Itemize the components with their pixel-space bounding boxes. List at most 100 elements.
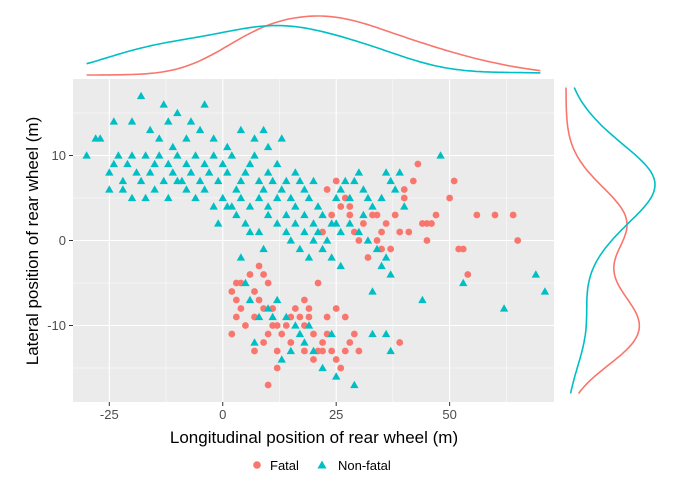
point-nonfatal [300, 185, 309, 193]
point-nonfatal [368, 287, 377, 295]
point-nonfatal [118, 185, 128, 193]
point-fatal [432, 211, 440, 219]
point-fatal [332, 177, 340, 185]
point-nonfatal [164, 159, 173, 168]
point-fatal [491, 211, 499, 219]
point-nonfatal [118, 176, 128, 185]
point-fatal [260, 271, 267, 278]
point-nonfatal [209, 202, 218, 210]
y-tick-label: 10 [52, 148, 66, 163]
point-fatal [337, 203, 345, 210]
point-nonfatal [291, 321, 300, 329]
point-fatal [346, 339, 354, 346]
point-nonfatal [159, 176, 168, 185]
point-nonfatal [105, 185, 114, 193]
point-fatal [382, 220, 390, 227]
point-fatal [323, 186, 331, 193]
point-nonfatal [263, 202, 273, 210]
point-fatal [269, 322, 277, 329]
point-nonfatal [182, 185, 191, 193]
point-nonfatal [259, 244, 268, 253]
point-nonfatal [282, 176, 291, 185]
point-nonfatal [300, 210, 309, 219]
point-nonfatal [377, 261, 386, 270]
point-nonfatal [359, 210, 368, 219]
point-nonfatal [232, 210, 241, 219]
point-fatal [305, 313, 313, 321]
point-fatal [310, 330, 317, 338]
point-fatal [450, 177, 458, 185]
point-nonfatal [345, 193, 355, 202]
point-nonfatal [295, 244, 305, 253]
point-nonfatal [336, 227, 345, 236]
point-nonfatal [173, 176, 182, 185]
y-axis-title: Lateral position of rear wheel (m) [23, 117, 42, 366]
point-fatal [255, 262, 263, 270]
point-nonfatal [173, 108, 182, 117]
point-fatal [346, 211, 354, 219]
point-nonfatal [236, 253, 246, 261]
point-nonfatal [245, 159, 255, 168]
point-nonfatal [359, 185, 368, 193]
point-nonfatal [400, 202, 409, 210]
point-nonfatal [531, 270, 541, 278]
point-fatal [364, 254, 372, 261]
point-nonfatal [223, 168, 232, 176]
point-nonfatal [250, 338, 259, 346]
point-nonfatal [263, 142, 273, 151]
point-nonfatal [286, 193, 296, 202]
point-nonfatal [268, 312, 277, 321]
point-nonfatal [272, 219, 282, 227]
point-nonfatal [309, 236, 318, 244]
point-nonfatal [200, 159, 209, 168]
point-nonfatal [82, 151, 91, 159]
point-nonfatal [499, 304, 509, 312]
point-nonfatal [386, 346, 395, 355]
point-fatal [305, 305, 313, 312]
point-fatal [332, 305, 340, 312]
point-nonfatal [286, 236, 296, 244]
point-fatal [301, 347, 308, 355]
point-nonfatal [114, 151, 123, 159]
point-nonfatal [254, 193, 264, 202]
point-fatal [355, 347, 363, 355]
y-tick-label: 0 [59, 233, 66, 248]
point-nonfatal [291, 168, 300, 176]
point-nonfatal [191, 151, 200, 159]
point-nonfatal [350, 176, 359, 185]
point-fatal [328, 211, 336, 219]
point-fatal [473, 211, 481, 219]
point-nonfatal [331, 372, 341, 380]
point-fatal [255, 296, 263, 304]
point-nonfatal [105, 168, 114, 176]
point-nonfatal [295, 329, 305, 338]
point-nonfatal [96, 134, 105, 142]
point-nonfatal [331, 193, 341, 202]
point-nonfatal [322, 236, 332, 244]
point-nonfatal [272, 193, 282, 202]
point-fatal [319, 347, 326, 355]
point-nonfatal [150, 159, 159, 168]
point-nonfatal [145, 125, 155, 134]
point-fatal [264, 279, 272, 287]
point-nonfatal [182, 134, 191, 142]
point-nonfatal [195, 125, 205, 134]
right-density-nonfatal-curve [569, 87, 656, 394]
point-nonfatal [418, 295, 427, 304]
point-fatal [391, 211, 399, 219]
point-fatal [409, 177, 417, 185]
point-fatal [301, 296, 308, 304]
legend-fatal-marker [253, 461, 261, 469]
point-nonfatal [395, 168, 404, 176]
point-fatal [400, 194, 408, 202]
point-fatal [400, 186, 408, 193]
point-fatal [378, 228, 385, 236]
x-tick-label: 50 [442, 407, 456, 422]
point-nonfatal [236, 125, 246, 134]
point-nonfatal [304, 321, 314, 329]
point-nonfatal [381, 253, 391, 261]
point-nonfatal [291, 202, 300, 210]
point-nonfatal [377, 193, 386, 202]
point-fatal [396, 339, 404, 346]
